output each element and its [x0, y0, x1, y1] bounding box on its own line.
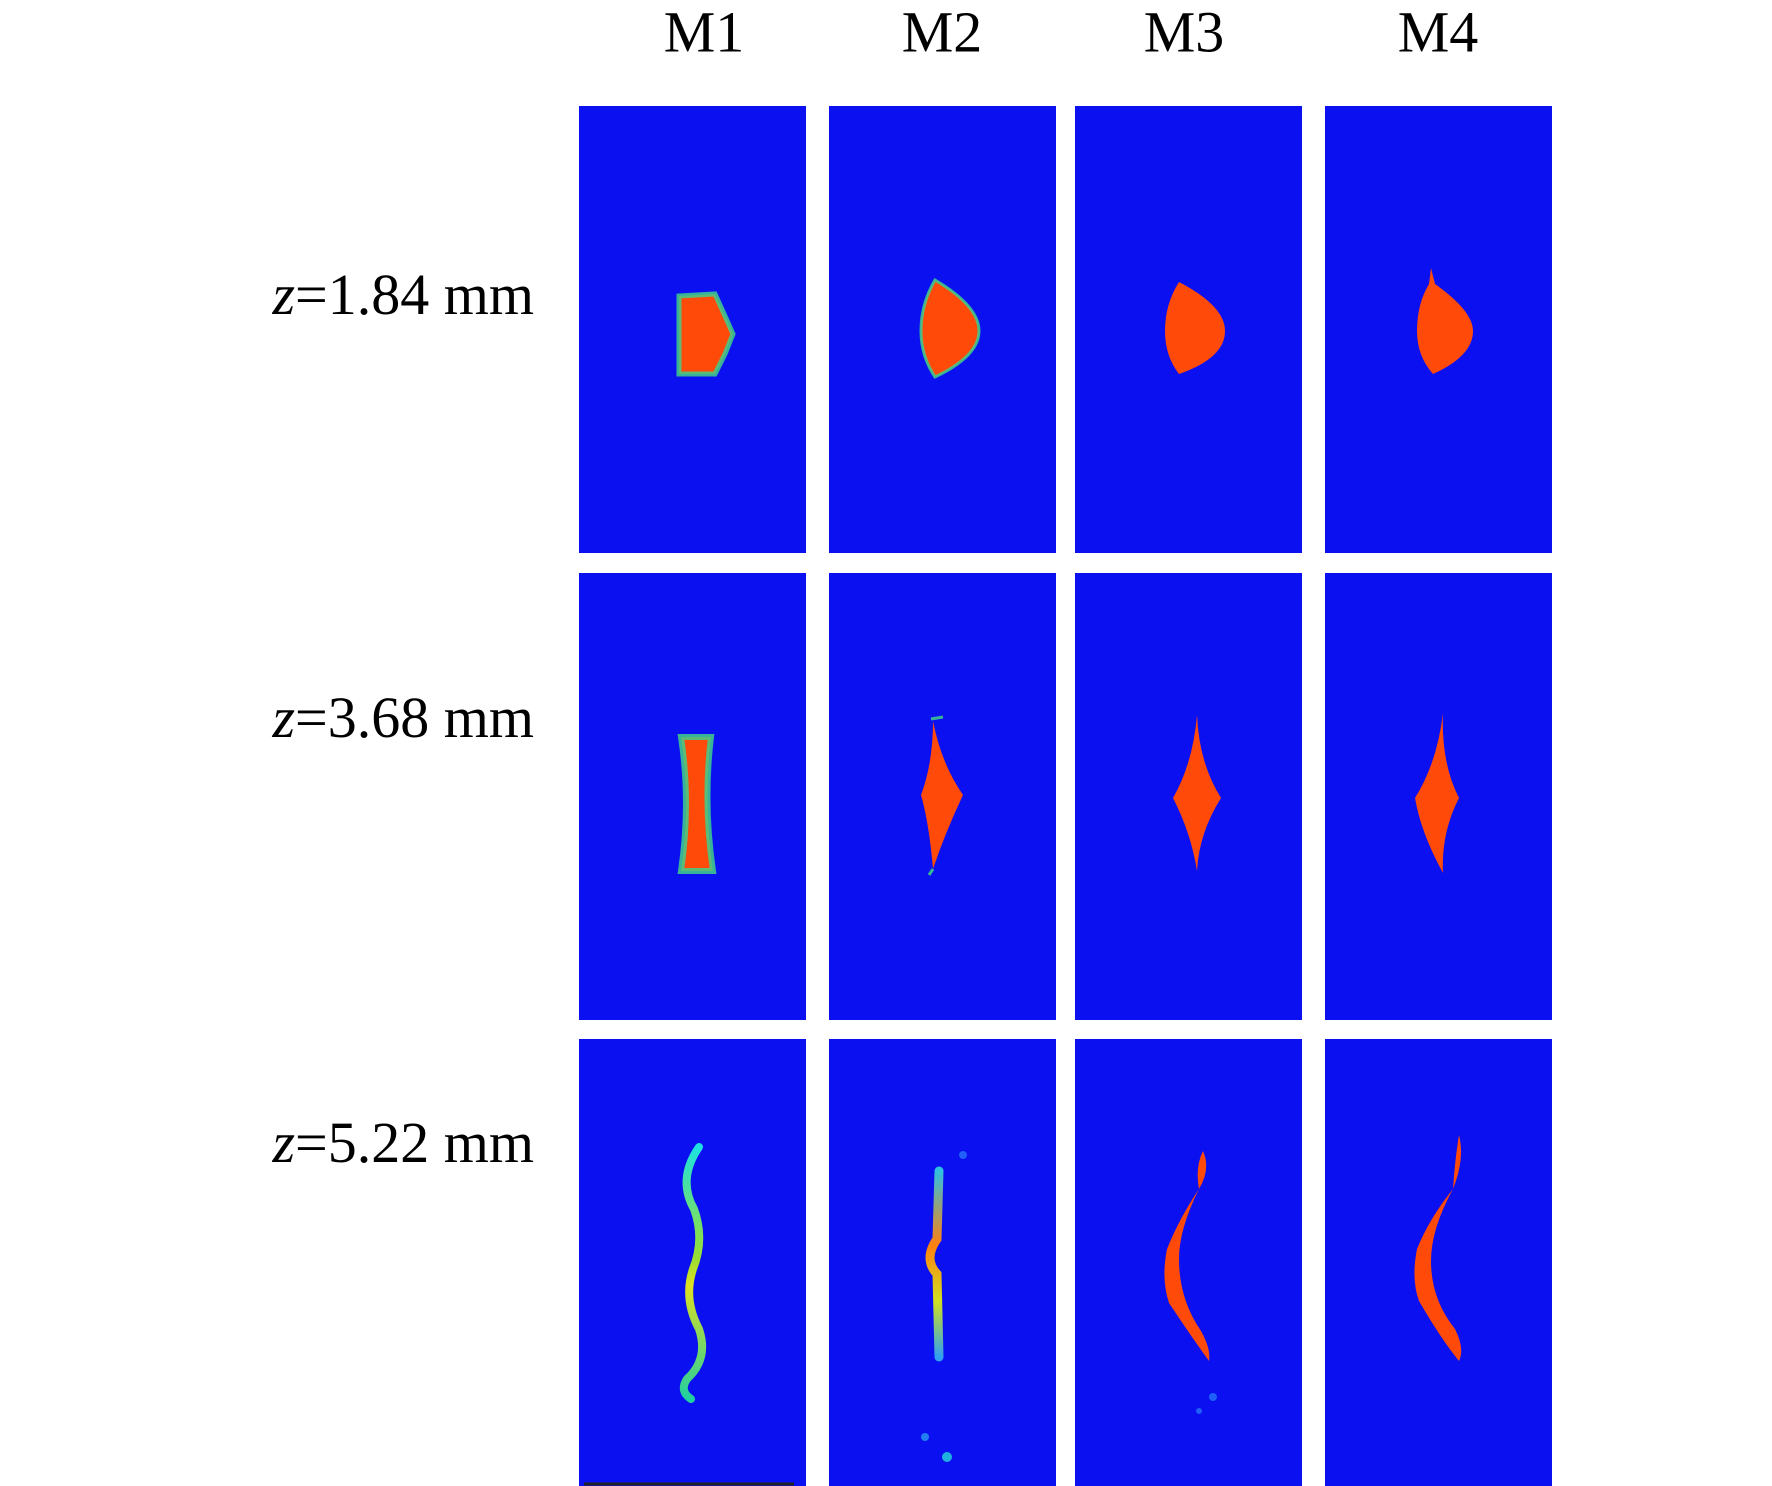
column-label: M1: [664, 0, 745, 64]
panel: [1075, 106, 1302, 553]
panel: [1325, 573, 1552, 1020]
row-label: z=3.68 mm: [271, 685, 534, 750]
panel: [1075, 573, 1302, 1020]
row-text: =3.68 mm: [295, 685, 534, 750]
panel: [579, 1039, 806, 1486]
panel: [579, 106, 806, 553]
row-text: =1.84 mm: [295, 262, 534, 327]
panel: [1075, 1039, 1302, 1486]
panel: [829, 106, 1056, 553]
column-label: M4: [1398, 0, 1479, 64]
panel: [1325, 106, 1552, 553]
column-label: M2: [902, 0, 983, 64]
row-symbol: z: [271, 685, 295, 750]
panel: [1325, 1039, 1552, 1486]
panel: [829, 1039, 1056, 1486]
row-symbol: z: [271, 1110, 295, 1175]
row-text: =5.22 mm: [295, 1110, 534, 1175]
row-symbol: z: [271, 262, 295, 327]
panel: [579, 573, 806, 1020]
row-label: z=1.84 mm: [271, 262, 534, 327]
panel: [829, 573, 1056, 1020]
row-label: z=5.22 mm: [271, 1110, 534, 1175]
column-label: M3: [1144, 0, 1225, 64]
